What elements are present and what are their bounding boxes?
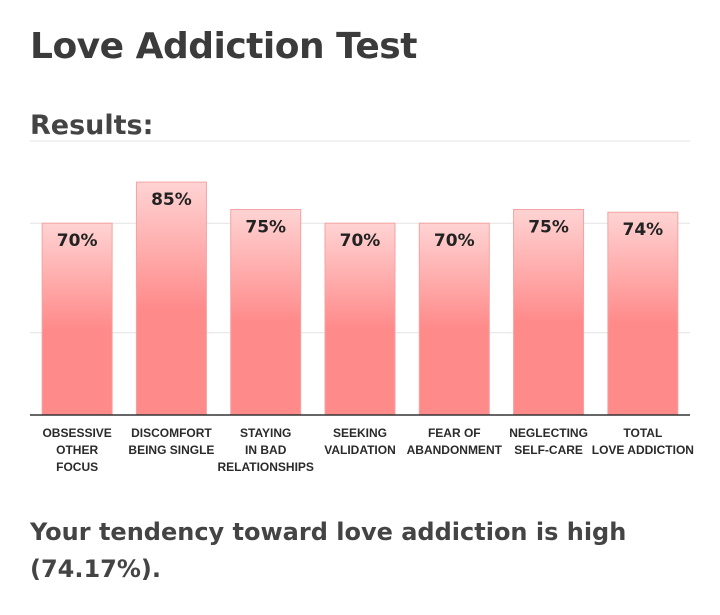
category-label: NEGLECTING SELF-CARE — [509, 426, 588, 457]
bar — [513, 209, 585, 416]
bar-value-label: 70% — [434, 231, 475, 251]
category-label: DISCOMFORT BEING SINGLE — [128, 426, 214, 457]
bars: 70% 85% 75% 70% 70% 75% 74% — [41, 181, 679, 416]
category-label: STAYING IN BAD RELATIONSHIPS — [217, 426, 313, 474]
result-summary: Your tendency toward love addiction is h… — [30, 518, 627, 583]
category-label: OBSESSIVE OTHER FOCUS — [42, 426, 111, 474]
bar-value-label: 70% — [340, 231, 381, 251]
bar — [41, 222, 113, 416]
category-label: FEAR OF ABANDONMENT — [407, 426, 503, 457]
category-label: TOTAL LOVE ADDICTION — [592, 426, 694, 457]
bar — [607, 211, 679, 416]
bar-value-label: 74% — [623, 220, 664, 240]
bar-value-label: 70% — [57, 231, 98, 251]
bar-value-label: 85% — [151, 190, 192, 210]
category-label: SEEKING VALIDATION — [324, 426, 396, 457]
bar — [135, 181, 207, 416]
bar-value-label: 75% — [528, 218, 569, 238]
results-heading: Results: — [30, 110, 154, 141]
results-bar-chart: 70% 85% 75% 70% 70% 75% 74% OBSESSIVE OTHER FOCU… — [30, 140, 694, 474]
bar — [418, 222, 490, 416]
bar — [230, 209, 302, 416]
page-title: Love Addiction Test — [30, 26, 417, 67]
bar — [324, 222, 396, 416]
bar-value-label: 75% — [245, 218, 286, 238]
category-labels: OBSESSIVE OTHER FOCUS DISCOMFORT BEING SINGL… — [42, 426, 694, 474]
